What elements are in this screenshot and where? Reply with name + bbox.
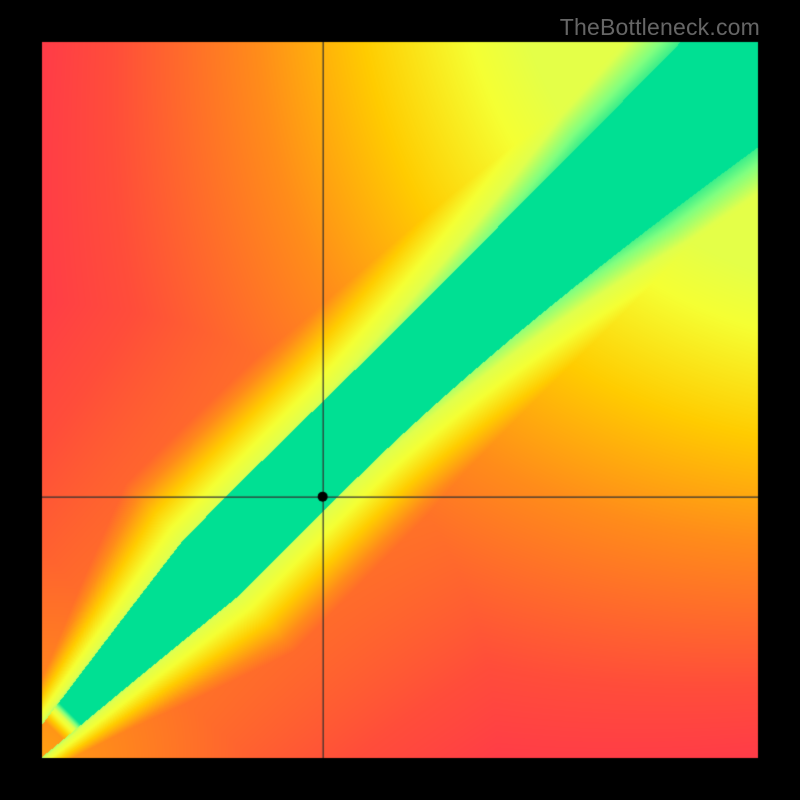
watermark-text: TheBottleneck.com <box>560 14 760 41</box>
bottleneck-heatmap <box>0 0 800 800</box>
